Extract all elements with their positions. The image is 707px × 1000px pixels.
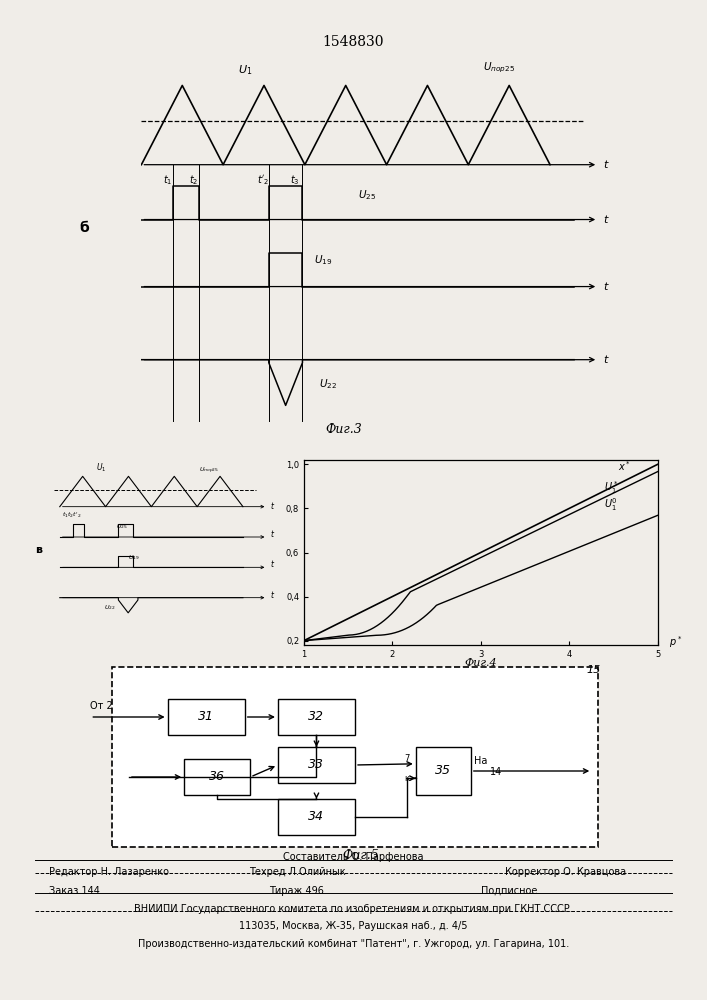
Bar xyxy=(112,667,597,847)
Text: Производственно-издательский комбинат "Патент", г. Ужгород, ул. Гагарина, 101.: Производственно-издательский комбинат "П… xyxy=(138,939,569,949)
Bar xyxy=(278,699,355,735)
Text: в: в xyxy=(35,545,42,555)
Text: 1548830: 1548830 xyxy=(323,35,384,49)
Text: $U_{пор25}$: $U_{пор25}$ xyxy=(199,465,219,476)
Text: 34: 34 xyxy=(308,810,325,824)
Text: $t$: $t$ xyxy=(603,353,609,365)
Text: $U_{22}$: $U_{22}$ xyxy=(104,603,115,612)
Text: Подписное: Подписное xyxy=(481,886,537,896)
Text: $t$: $t$ xyxy=(270,500,275,511)
Text: Фиг.4: Фиг.4 xyxy=(464,658,497,668)
Text: $U_{19}$: $U_{19}$ xyxy=(315,253,333,267)
Text: Заказ 144: Заказ 144 xyxy=(49,886,100,896)
Text: $t_2$: $t_2$ xyxy=(189,173,199,187)
Bar xyxy=(184,759,250,795)
Text: $U_1$: $U_1$ xyxy=(96,462,107,474)
Text: к: к xyxy=(404,774,410,783)
Bar xyxy=(278,747,355,783)
Text: $t$: $t$ xyxy=(270,558,275,569)
Text: $t$: $t$ xyxy=(603,158,609,170)
Bar xyxy=(416,747,471,795)
Text: $x^*$: $x^*$ xyxy=(618,459,631,473)
Text: $U_1$: $U_1$ xyxy=(238,63,252,77)
Text: Составитель О. Парфенова: Составитель О. Парфенова xyxy=(284,852,423,862)
Text: Фиг.5: Фиг.5 xyxy=(342,849,379,862)
Text: 33: 33 xyxy=(308,758,325,772)
Text: Тираж 496: Тираж 496 xyxy=(269,886,325,896)
Text: $U_{22}$: $U_{22}$ xyxy=(320,377,337,391)
Text: $t'_2$: $t'_2$ xyxy=(257,173,269,187)
Bar xyxy=(278,799,355,835)
Text: $U_{пор25}$: $U_{пор25}$ xyxy=(483,61,515,75)
Text: 32: 32 xyxy=(308,710,325,724)
Text: Редактор Н. Лазаренко: Редактор Н. Лазаренко xyxy=(49,867,170,877)
Text: $U_{25}$: $U_{25}$ xyxy=(116,522,128,531)
Text: 15: 15 xyxy=(587,665,601,675)
Text: 14: 14 xyxy=(490,767,503,777)
Text: $t$: $t$ xyxy=(270,589,275,600)
Text: $U_1^0$: $U_1^0$ xyxy=(604,497,619,513)
Text: Корректор О. Кравцова: Корректор О. Кравцова xyxy=(505,867,626,877)
Bar xyxy=(168,699,245,735)
Text: $t$: $t$ xyxy=(270,528,275,539)
Text: ВНИИПИ Государственного комитета по изобретениям и открытиям при ГКНТ СССР.: ВНИИПИ Государственного комитета по изоб… xyxy=(134,904,573,914)
Text: 31: 31 xyxy=(198,710,214,724)
Text: $t$: $t$ xyxy=(603,213,609,225)
Text: $t_1 t_2 t'_2$: $t_1 t_2 t'_2$ xyxy=(62,510,81,520)
Text: 35: 35 xyxy=(436,764,451,778)
Text: 36: 36 xyxy=(209,770,226,784)
Text: $t_3$: $t_3$ xyxy=(291,173,300,187)
Text: 7: 7 xyxy=(404,754,410,763)
Text: Техред Л.Олийнык: Техред Л.Олийнык xyxy=(249,867,345,877)
Text: б: б xyxy=(79,221,88,235)
Text: $U_{25}$: $U_{25}$ xyxy=(358,188,376,202)
Text: $U_{19}$: $U_{19}$ xyxy=(128,553,140,562)
Text: На: На xyxy=(474,756,487,766)
Text: $U_1^*$: $U_1^*$ xyxy=(604,479,619,496)
Text: 113035, Москва, Ж-35, Раушская наб., д. 4/5: 113035, Москва, Ж-35, Раушская наб., д. … xyxy=(239,921,468,931)
Text: От 2: От 2 xyxy=(90,701,113,711)
Text: Фиг.3: Фиг.3 xyxy=(325,423,362,436)
Text: $t_1$: $t_1$ xyxy=(163,173,173,187)
Text: $p^*$: $p^*$ xyxy=(669,634,682,650)
Text: $t$: $t$ xyxy=(603,280,609,292)
